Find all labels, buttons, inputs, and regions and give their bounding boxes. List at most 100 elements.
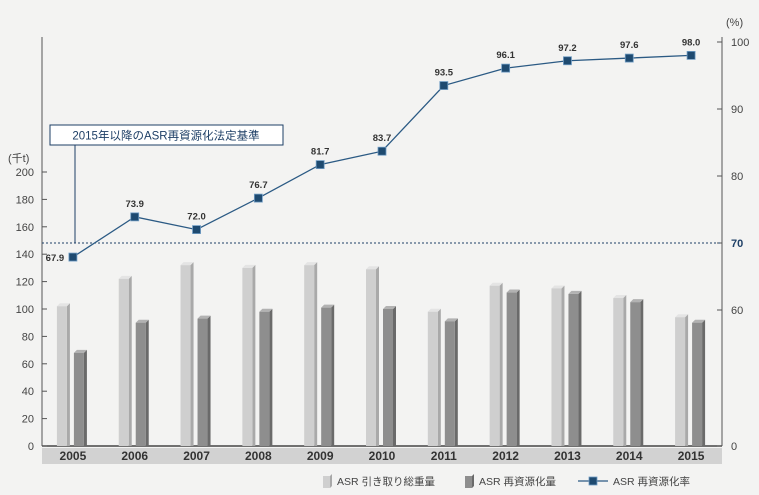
bar-recycled-side bbox=[702, 319, 706, 446]
bar-total-top bbox=[427, 308, 441, 312]
x-tick-label: 2007 bbox=[183, 449, 210, 463]
rate-marker bbox=[501, 63, 511, 73]
y-right-tick-label: 0 bbox=[731, 441, 737, 453]
bar-total-side bbox=[499, 282, 503, 446]
bar-recycled-side bbox=[516, 289, 520, 446]
bar-total bbox=[427, 311, 438, 446]
legend-swatch-total bbox=[323, 476, 330, 488]
bar-recycled-top bbox=[73, 349, 87, 353]
bar-total-top bbox=[56, 303, 70, 307]
rate-data-label: 76.7 bbox=[249, 180, 268, 191]
rate-data-label: 97.2 bbox=[558, 43, 577, 54]
x-tick-label: 2010 bbox=[369, 449, 396, 463]
legend-label-total: ASR 引き取り総重量 bbox=[337, 475, 436, 488]
bar-total-side bbox=[252, 264, 256, 446]
rate-data-label: 81.7 bbox=[311, 147, 330, 158]
bar-recycled-top bbox=[197, 315, 211, 319]
bar-recycled-side bbox=[145, 319, 149, 446]
bar-total-top bbox=[675, 314, 689, 318]
y-right-tick-label: 60 bbox=[731, 305, 743, 317]
y-left-tick-label: 80 bbox=[22, 331, 34, 343]
bar-total bbox=[551, 288, 562, 446]
bar-total bbox=[675, 317, 686, 446]
bar-recycled bbox=[321, 307, 332, 446]
bar-recycled-top bbox=[259, 308, 273, 312]
bar-total bbox=[242, 267, 253, 446]
bar-recycled bbox=[135, 322, 146, 446]
bar-total-top bbox=[304, 262, 318, 266]
bar-recycled bbox=[568, 293, 579, 446]
rate-marker bbox=[686, 51, 696, 60]
bar-recycled-side bbox=[393, 306, 396, 446]
bar-recycled-top bbox=[444, 318, 458, 322]
bar-recycled-side bbox=[207, 315, 211, 446]
x-tick-label: 2015 bbox=[678, 449, 705, 463]
bar-recycled bbox=[630, 302, 641, 446]
bar-recycled-top bbox=[321, 304, 335, 308]
bar-recycled-top bbox=[630, 299, 644, 303]
bar-total bbox=[118, 278, 129, 446]
annotation: 2015年以降のASR再資源化法定基準 bbox=[49, 124, 284, 243]
bar-total bbox=[304, 265, 315, 446]
rate-data-label: 98.0 bbox=[682, 37, 701, 48]
bar-total bbox=[366, 269, 376, 446]
rate-marker bbox=[377, 146, 387, 156]
y-left-tick-label: 120 bbox=[16, 277, 34, 289]
bar-recycled bbox=[197, 318, 208, 446]
bar-total bbox=[56, 306, 67, 446]
legend-label-recycled: ASR 再資源化量 bbox=[479, 475, 557, 488]
y-right-tick-label: 70 bbox=[731, 238, 743, 250]
bar-recycled bbox=[692, 322, 703, 446]
rate-data-label: 73.9 bbox=[125, 199, 144, 210]
bar-total bbox=[180, 265, 191, 446]
rate-marker bbox=[192, 225, 201, 235]
y-right-tick-label: 100 bbox=[731, 37, 749, 49]
y-left-unit: (千t) bbox=[8, 152, 29, 165]
bar-recycled-top bbox=[135, 319, 149, 323]
bar-total-top bbox=[551, 285, 565, 289]
y-left-tick-label: 160 bbox=[16, 222, 34, 234]
y-right-tick-label: 80 bbox=[731, 171, 743, 183]
bar-total-side bbox=[128, 275, 132, 446]
rate-marker bbox=[563, 56, 572, 66]
bar-recycled-side bbox=[331, 304, 335, 446]
y-left-tick-label: 100 bbox=[16, 304, 34, 316]
bar-total-top bbox=[613, 295, 627, 299]
bar-recycled-side bbox=[578, 290, 582, 446]
annotation-box bbox=[49, 124, 284, 146]
bar-total-side bbox=[190, 262, 194, 446]
x-tick-label: 2005 bbox=[60, 449, 87, 463]
legend-swatch-total-side bbox=[330, 474, 332, 488]
legend: ASR 引き取り総重量 ASR 再資源化量 ASR 再資源化率 bbox=[323, 474, 690, 488]
rate-data-label: 72.0 bbox=[187, 212, 206, 223]
legend-swatch-rate-marker bbox=[588, 476, 598, 486]
legend-swatch-recycled-side bbox=[472, 474, 474, 488]
legend-label-rate: ASR 再資源化率 bbox=[613, 475, 690, 488]
bar-total-side bbox=[376, 266, 379, 446]
y-left-tick-label: 180 bbox=[16, 194, 34, 206]
bars bbox=[56, 262, 706, 446]
bar-total bbox=[613, 298, 624, 446]
bar-total-side bbox=[437, 308, 441, 446]
bar-recycled-top bbox=[692, 319, 706, 323]
y-left-tick-label: 40 bbox=[22, 386, 34, 398]
rate-marker bbox=[130, 212, 140, 222]
x-tick-label: 2006 bbox=[121, 449, 148, 463]
bar-recycled bbox=[259, 311, 270, 446]
bar-total-side bbox=[314, 262, 318, 446]
bar-recycled-top bbox=[506, 289, 520, 293]
bar-total bbox=[489, 285, 500, 446]
bar-total-side bbox=[623, 295, 627, 446]
y-left-tick-label: 20 bbox=[22, 414, 34, 426]
rate-marker bbox=[68, 252, 78, 262]
rate-marker bbox=[624, 53, 634, 63]
rate-data-label: 83.7 bbox=[373, 133, 392, 144]
rate-marker bbox=[253, 193, 263, 203]
x-tick-label: 2012 bbox=[492, 449, 519, 463]
y-left-tick-label: 0 bbox=[28, 441, 34, 453]
x-tick-label: 2009 bbox=[307, 449, 334, 463]
axes: 0 20 40 60 80 100 120 140 160 180 200 (千t) 0 60 70 80 90… bbox=[8, 17, 749, 464]
bar-recycled-side bbox=[454, 318, 458, 446]
bar-recycled-top bbox=[568, 290, 582, 294]
